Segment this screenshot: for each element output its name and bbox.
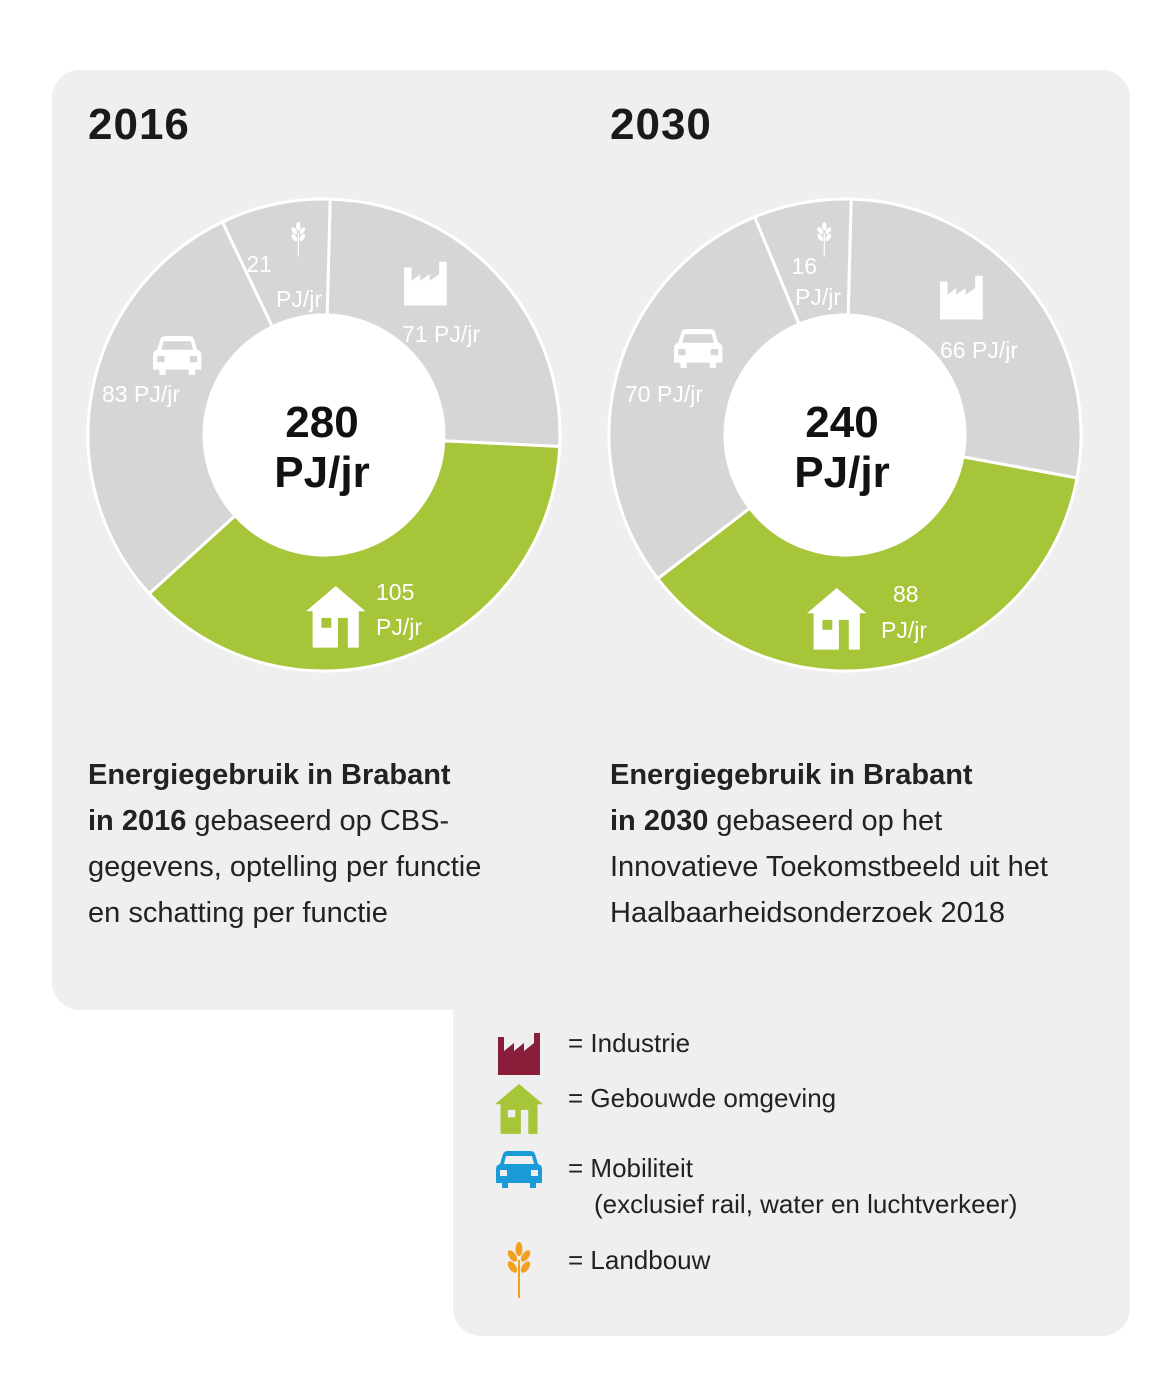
year-2016-title: 2016: [88, 100, 190, 149]
slice-label-industrie: 71 PJ/jr: [402, 321, 480, 347]
legend-item-landbouw: = Landbouw: [494, 1242, 711, 1298]
desc-2030-bold-2: in 2030: [610, 805, 709, 837]
desc-2030-bold-1: Energiegebruik in Brabant: [610, 759, 973, 791]
slice-label-gebouwde-omgeving: PJ/jr: [376, 614, 422, 640]
slice-label-industrie: 66 PJ/jr: [940, 337, 1018, 363]
factory-icon: [940, 275, 983, 320]
legend-item-industrie: = Industrie: [494, 1025, 690, 1077]
legend-label-mobiliteit: = Mobiliteit (exclusief rail, water en l…: [568, 1150, 1017, 1222]
legend-label-landbouw: = Landbouw: [568, 1245, 711, 1275]
description-2030: Energiegebruik in Brabant in 2030 gebase…: [610, 752, 1090, 936]
slice-label-gebouwde-omgeving: 105: [376, 579, 414, 605]
slice-label-gebouwde-omgeving: 88: [893, 581, 919, 607]
total-2016: 280 PJ/jr: [202, 398, 442, 498]
slice-label-gebouwde-omgeving: PJ/jr: [881, 617, 927, 643]
description-2016: Energiegebruik in Brabant in 2016 gebase…: [88, 752, 568, 936]
wheat-icon: [291, 222, 306, 257]
donut-hole: [724, 314, 966, 556]
desc-2030-rest-2: gebaseerd op het: [708, 805, 943, 837]
legend-item-mobiliteit: = Mobiliteit (exclusief rail, water en l…: [494, 1150, 1017, 1222]
legend-label-mobiliteit-line-1: = Mobiliteit: [568, 1153, 693, 1183]
legend-label-industrie: = Industrie: [568, 1028, 691, 1058]
legend-item-gebouwde-omgeving: = Gebouwde omgeving: [494, 1080, 837, 1134]
factory-icon: [404, 261, 447, 306]
donut-chart-2030: 66 PJ/jr 88 PJ/jr 70 PJ/jr 16 PJ/jr: [605, 190, 1085, 680]
slice-label-landbouw: PJ/jr: [276, 286, 322, 312]
slice-label-landbouw: 21: [246, 251, 272, 277]
desc-2016-rest-2: gebaseerd op CBS-: [186, 805, 450, 837]
slice-label-landbouw: 16: [791, 253, 817, 279]
wheat-icon: [494, 1242, 544, 1298]
legend-panel: [453, 960, 1130, 1336]
total-2016-unit: PJ/jr: [274, 448, 370, 497]
car-icon: [494, 1150, 544, 1202]
legend-label-mobiliteit-line-2: (exclusief rail, water en luchtverkeer): [594, 1189, 1018, 1219]
total-2030: 240 PJ/jr: [722, 398, 962, 498]
desc-2016-bold-2: in 2016: [88, 805, 187, 837]
slice-label-mobiliteit: 70 PJ/jr: [625, 381, 703, 407]
desc-2030-line-4: Haalbaarheidsonderzoek 2018: [610, 897, 1006, 929]
desc-2016-line-3: gegevens, optelling per functie: [88, 851, 482, 883]
desc-2016-bold-1: Energiegebruik in Brabant: [88, 759, 451, 791]
house-icon: [807, 588, 867, 650]
slice-label-mobiliteit: 83 PJ/jr: [102, 381, 180, 407]
slice-label-landbouw: PJ/jr: [795, 284, 841, 310]
desc-2016-line-4: en schatting per functie: [88, 897, 388, 929]
total-2030-value: 240: [805, 398, 879, 447]
donut-chart-2016: 71 PJ/jr 105 PJ/jr 83 PJ/jr 21 PJ/jr: [84, 190, 564, 680]
car-icon: [153, 336, 202, 375]
house-icon: [306, 586, 366, 648]
factory-icon: [494, 1025, 544, 1077]
legend-label-gebouwde-omgeving: = Gebouwde omgeving: [568, 1083, 837, 1113]
year-2030-title: 2030: [610, 100, 712, 149]
total-2016-value: 280: [285, 398, 359, 447]
desc-2030-line-3: Innovatieve Toekomstbeeld uit het: [610, 851, 1048, 883]
car-icon: [674, 329, 723, 368]
total-2030-unit: PJ/jr: [794, 448, 890, 497]
wheat-icon: [817, 222, 832, 257]
house-icon: [494, 1080, 544, 1134]
donut-hole: [203, 314, 445, 556]
